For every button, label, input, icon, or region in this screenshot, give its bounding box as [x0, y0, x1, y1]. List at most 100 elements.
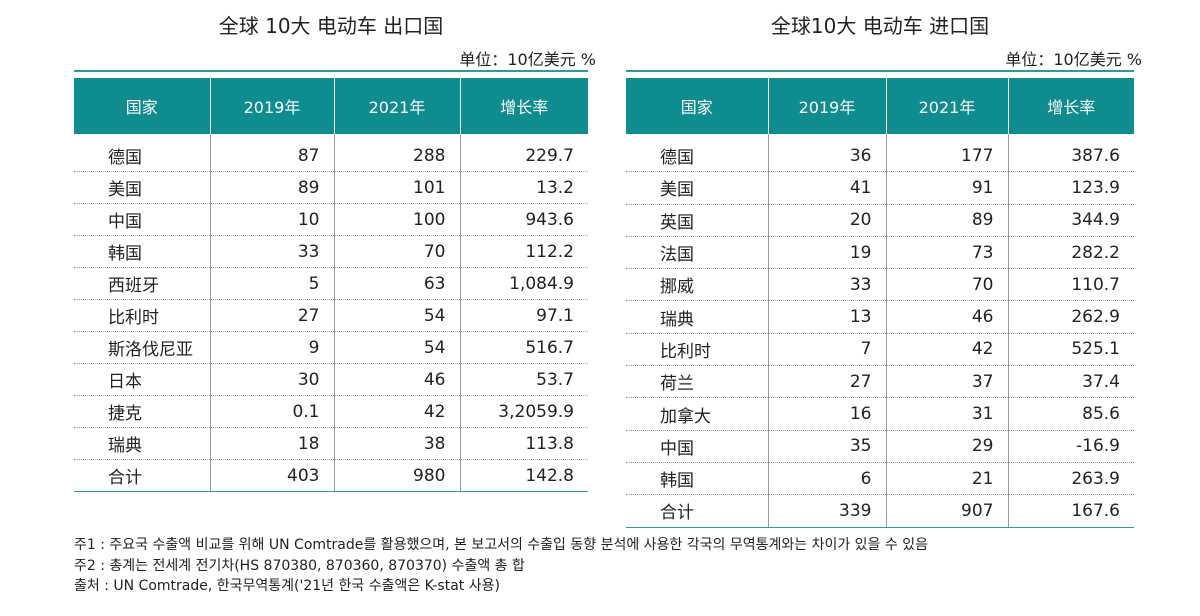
country-cell: 荷兰 — [626, 365, 768, 399]
header-2021: 2021年 — [333, 78, 460, 134]
value-2021-cell: 288 — [333, 140, 460, 172]
growth-rate-cell: 113.8 — [459, 427, 588, 460]
header-growth: 增长率 — [459, 78, 588, 134]
country-cell: 美国 — [74, 171, 210, 204]
growth-rate-cell: 282.2 — [1007, 236, 1134, 270]
header-2021: 2021年 — [885, 78, 1008, 134]
value-2021-cell: 89 — [885, 204, 1008, 237]
table-row: 瑞典 18 38 113.8 — [74, 427, 588, 460]
value-2019-cell: 30 — [209, 363, 334, 396]
total-row: 合计 339 907 167.6 — [626, 494, 1134, 528]
import-table-body: 德国 36 177 387.6 美国 41 91 123.9 英国 20 89 344.9 法国 19 73… — [626, 134, 1134, 528]
export-table-title: 全球 10大 电动车 出口国 — [218, 14, 444, 38]
value-2021-cell: 46 — [333, 363, 460, 396]
growth-rate-cell: 167.6 — [1007, 494, 1134, 528]
country-cell: 挪威 — [626, 268, 768, 302]
export-unit-label: 单位：10亿美元 % — [459, 50, 596, 69]
import-unit-label: 单位：10亿美元 % — [1005, 50, 1142, 69]
value-2021-cell: 980 — [333, 459, 460, 492]
import-table-title: 全球10大 电动车 进口国 — [770, 14, 990, 38]
value-2019-cell: 13 — [767, 300, 886, 334]
table-row: 加拿大 16 31 85.6 — [626, 397, 1134, 431]
country-cell: 英国 — [626, 204, 768, 237]
country-cell: 中国 — [626, 430, 768, 463]
spacer-row — [74, 134, 588, 140]
growth-rate-cell: 112.2 — [459, 235, 588, 268]
import-header-row: 国家 2019年 2021年 增长率 — [626, 78, 1134, 134]
spacer-row — [626, 134, 1134, 140]
export-table: 国家 2019年 2021年 增长率 德国 87 288 229.7 美国 89 101 13… — [74, 78, 588, 492]
growth-rate-cell: 53.7 — [459, 363, 588, 396]
value-2021-cell: 70 — [885, 268, 1008, 302]
table-row: 德国 36 177 387.6 — [626, 140, 1134, 173]
table-row: 挪威 33 70 110.7 — [626, 268, 1134, 302]
country-cell: 西班牙 — [74, 267, 210, 300]
value-2019-cell: 7 — [767, 333, 886, 367]
growth-rate-cell: 85.6 — [1007, 397, 1134, 431]
value-2021-cell: 907 — [885, 494, 1008, 528]
value-2021-cell: 37 — [885, 365, 1008, 399]
growth-rate-cell: 142.8 — [459, 459, 588, 492]
table-row: 韩国 6 21 263.9 — [626, 462, 1134, 496]
value-2019-cell: 9 — [209, 331, 334, 364]
country-cell: 比利时 — [626, 333, 768, 367]
value-2019-cell: 16 — [767, 397, 886, 431]
value-2019-cell: 403 — [209, 459, 334, 492]
table-row: 法国 19 73 282.2 — [626, 236, 1134, 270]
country-cell: 美国 — [626, 171, 768, 205]
country-cell: 韩国 — [626, 462, 768, 496]
footnote-2: 주2 : 총계는 전세계 전기차(HS 870380, 870360, 8703… — [74, 557, 525, 574]
import-top-rule — [626, 70, 1134, 72]
export-top-rule — [74, 70, 588, 72]
value-2021-cell: 31 — [885, 397, 1008, 431]
country-cell: 合计 — [626, 494, 768, 528]
value-2021-cell: 63 — [333, 267, 460, 300]
table-row: 荷兰 27 37 37.4 — [626, 365, 1134, 399]
value-2019-cell: 20 — [767, 204, 886, 237]
country-cell: 法国 — [626, 236, 768, 270]
total-row: 合计 403 980 142.8 — [74, 459, 588, 492]
growth-rate-cell: 263.9 — [1007, 462, 1134, 496]
value-2021-cell: 38 — [333, 427, 460, 460]
table-row: 美国 89 101 13.2 — [74, 171, 588, 204]
value-2021-cell: 177 — [885, 140, 1008, 173]
value-2019-cell: 33 — [209, 235, 334, 268]
country-cell: 捷克 — [74, 395, 210, 428]
value-2019-cell: 35 — [767, 430, 886, 463]
value-2021-cell: 73 — [885, 236, 1008, 270]
table-row: 英国 20 89 344.9 — [626, 204, 1134, 237]
footnote-1: 주1 : 주요국 수출액 비교를 위해 UN Comtrade를 활용했으며, … — [74, 537, 928, 553]
country-cell: 比利时 — [74, 299, 210, 332]
growth-rate-cell: 516.7 — [459, 331, 588, 364]
header-country: 国家 — [74, 78, 210, 134]
value-2019-cell: 10 — [209, 203, 334, 236]
value-2021-cell: 21 — [885, 462, 1008, 496]
table-row: 韩国 33 70 112.2 — [74, 235, 588, 268]
table-row: 斯洛伐尼亚 9 54 516.7 — [74, 331, 588, 364]
growth-rate-cell: 1,084.9 — [459, 267, 588, 300]
growth-rate-cell: 943.6 — [459, 203, 588, 236]
table-row: 德国 87 288 229.7 — [74, 140, 588, 172]
value-2019-cell: 41 — [767, 171, 886, 205]
country-cell: 德国 — [74, 140, 210, 172]
value-2019-cell: 6 — [767, 462, 886, 496]
country-cell: 加拿大 — [626, 397, 768, 431]
table-row: 比利时 7 42 525.1 — [626, 333, 1134, 367]
growth-rate-cell: 344.9 — [1007, 204, 1134, 237]
value-2019-cell: 27 — [767, 365, 886, 399]
value-2019-cell: 0.1 — [209, 395, 334, 428]
value-2021-cell: 70 — [333, 235, 460, 268]
value-2021-cell: 42 — [885, 333, 1008, 367]
growth-rate-cell: 13.2 — [459, 171, 588, 204]
country-cell: 瑞典 — [74, 427, 210, 460]
value-2019-cell: 19 — [767, 236, 886, 270]
country-cell: 合计 — [74, 459, 210, 492]
growth-rate-cell: 3,2059.9 — [459, 395, 588, 428]
footnote-source: 출처 : UN Comtrade, 한국무역통계('21년 한국 수출액은 K-… — [74, 578, 500, 594]
country-cell: 斯洛伐尼亚 — [74, 331, 210, 364]
country-cell: 德国 — [626, 140, 768, 173]
header-growth: 增长率 — [1007, 78, 1134, 134]
table-row: 比利时 27 54 97.1 — [74, 299, 588, 332]
value-2021-cell: 29 — [885, 430, 1008, 463]
table-row: 瑞典 13 46 262.9 — [626, 300, 1134, 334]
